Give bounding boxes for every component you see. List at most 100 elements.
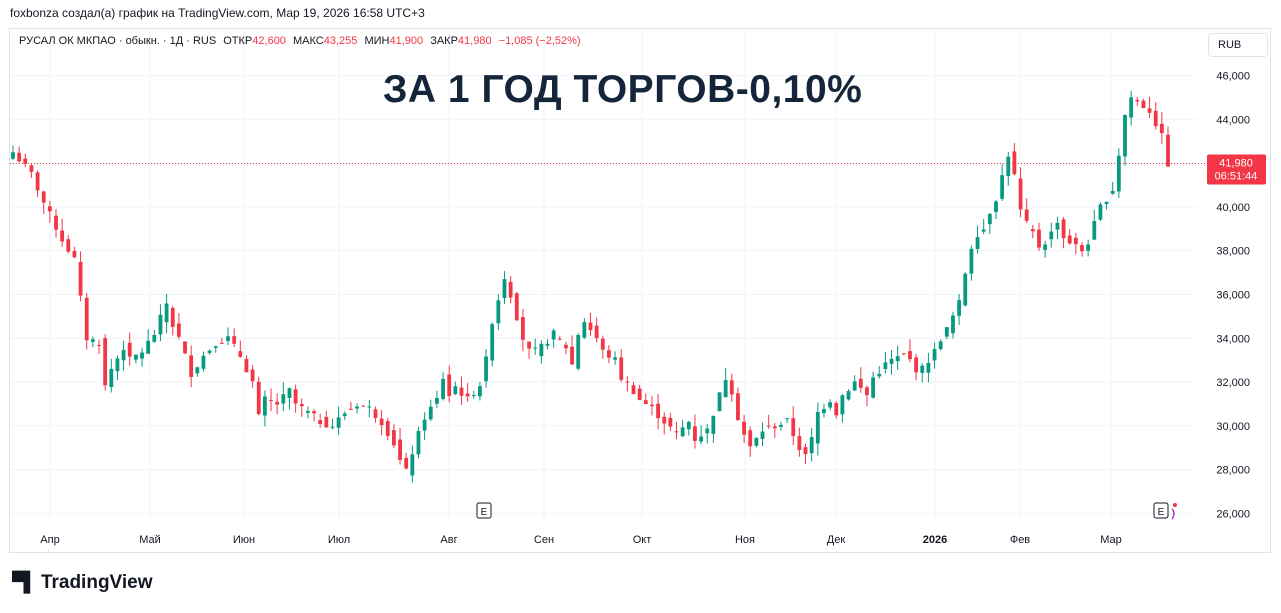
tradingview-logo[interactable]: ▀▌ TradingView — [12, 572, 153, 594]
candle-body[interactable] — [877, 373, 882, 377]
candle-body[interactable] — [1012, 151, 1017, 175]
candle-body[interactable] — [840, 395, 845, 415]
candle-body[interactable] — [219, 342, 224, 344]
candle-body[interactable] — [465, 393, 470, 397]
candle-body[interactable] — [318, 420, 323, 425]
candle-body[interactable] — [164, 303, 169, 323]
candle-body[interactable] — [981, 229, 986, 232]
candle-body[interactable] — [957, 300, 962, 316]
candle-body[interactable] — [754, 437, 759, 446]
candle-body[interactable] — [987, 213, 992, 225]
candle-body[interactable] — [447, 374, 452, 397]
candle-body[interactable] — [207, 350, 212, 353]
candle-body[interactable] — [901, 353, 906, 355]
candle-body[interactable] — [35, 172, 40, 191]
candle-body[interactable] — [668, 417, 673, 427]
candle-body[interactable] — [379, 418, 384, 426]
candle-body[interactable] — [748, 430, 753, 447]
candle-body[interactable] — [41, 191, 46, 203]
candle-body[interactable] — [852, 381, 857, 391]
candle-body[interactable] — [244, 358, 249, 373]
candle-body[interactable] — [250, 369, 255, 382]
candle-body[interactable] — [478, 386, 482, 397]
candle-body[interactable] — [662, 416, 667, 424]
candle-body[interactable] — [889, 358, 894, 364]
candle-body[interactable] — [416, 431, 421, 455]
candle-body[interactable] — [650, 404, 654, 407]
candle-body[interactable] — [459, 387, 464, 396]
candle-body[interactable] — [637, 388, 642, 400]
candle-body[interactable] — [238, 351, 243, 357]
candle-body[interactable] — [1104, 201, 1109, 205]
candle-body[interactable] — [17, 152, 22, 162]
candle-body[interactable] — [1055, 222, 1060, 230]
candle-body[interactable] — [914, 357, 919, 373]
currency-selector[interactable]: RUB — [1208, 33, 1268, 57]
candle-body[interactable] — [588, 322, 593, 331]
candle-body[interactable] — [674, 431, 679, 433]
candle-body[interactable] — [373, 409, 378, 418]
candle-body[interactable] — [994, 201, 998, 213]
candle-body[interactable] — [797, 436, 802, 450]
candle-body[interactable] — [435, 397, 439, 404]
candle-body[interactable] — [361, 405, 366, 407]
candle-body[interactable] — [527, 341, 531, 349]
candle-body[interactable] — [932, 349, 937, 361]
candle-body[interactable] — [803, 447, 808, 455]
candle-body[interactable] — [312, 411, 316, 414]
candle-body[interactable] — [822, 409, 826, 414]
candle-body[interactable] — [72, 251, 77, 258]
candle-body[interactable] — [613, 357, 617, 360]
candle-body[interactable] — [895, 356, 900, 362]
candle-body[interactable] — [348, 408, 353, 410]
candle-body[interactable] — [23, 158, 28, 164]
candle-body[interactable] — [299, 403, 304, 407]
candle-body[interactable] — [686, 421, 691, 430]
candle-body[interactable] — [846, 391, 851, 400]
candle-body[interactable] — [84, 297, 89, 341]
candle-body[interactable] — [1135, 100, 1140, 102]
candle-body[interactable] — [281, 394, 286, 404]
candle-body[interactable] — [742, 421, 746, 435]
candle-body[interactable] — [201, 355, 206, 369]
candle-body[interactable] — [656, 403, 660, 419]
candle-body[interactable] — [858, 378, 863, 388]
candle-body[interactable] — [256, 381, 261, 414]
candle-body[interactable] — [496, 300, 501, 324]
candle-body[interactable] — [557, 338, 562, 340]
candle-body[interactable] — [871, 377, 876, 398]
candle-body[interactable] — [47, 206, 52, 212]
candle-body[interactable] — [262, 396, 267, 416]
candle-body[interactable] — [398, 439, 402, 460]
candle-body[interactable] — [195, 367, 200, 374]
candle-body[interactable] — [109, 368, 114, 388]
candle-body[interactable] — [158, 314, 163, 335]
candle-body[interactable] — [1147, 108, 1152, 113]
candle-body[interactable] — [391, 430, 396, 446]
candle-body[interactable] — [920, 365, 925, 373]
candle-body[interactable] — [600, 338, 605, 350]
candle-body[interactable] — [711, 415, 716, 434]
candle-body[interactable] — [723, 380, 728, 398]
candle-body[interactable] — [828, 402, 833, 408]
candle-body[interactable] — [1006, 156, 1011, 177]
candle-body[interactable] — [305, 411, 310, 413]
candle-body[interactable] — [54, 215, 58, 230]
candle-body[interactable] — [908, 351, 912, 360]
candle-body[interactable] — [969, 248, 974, 274]
candle-body[interactable] — [594, 325, 599, 339]
chart-frame[interactable] — [9, 28, 1271, 553]
candle-body[interactable] — [1123, 115, 1127, 157]
candle-body[interactable] — [133, 354, 138, 360]
candle-body[interactable] — [293, 389, 298, 404]
candle-body[interactable] — [336, 417, 341, 428]
candle-body[interactable] — [760, 431, 765, 439]
candle-body[interactable] — [127, 342, 132, 357]
candle-body[interactable] — [422, 419, 427, 431]
candle-body[interactable] — [926, 362, 931, 373]
candle-body[interactable] — [582, 322, 587, 338]
candle-body[interactable] — [1141, 100, 1146, 109]
candle-body[interactable] — [324, 416, 329, 428]
candle-body[interactable] — [938, 341, 943, 350]
candle-body[interactable] — [631, 385, 636, 395]
